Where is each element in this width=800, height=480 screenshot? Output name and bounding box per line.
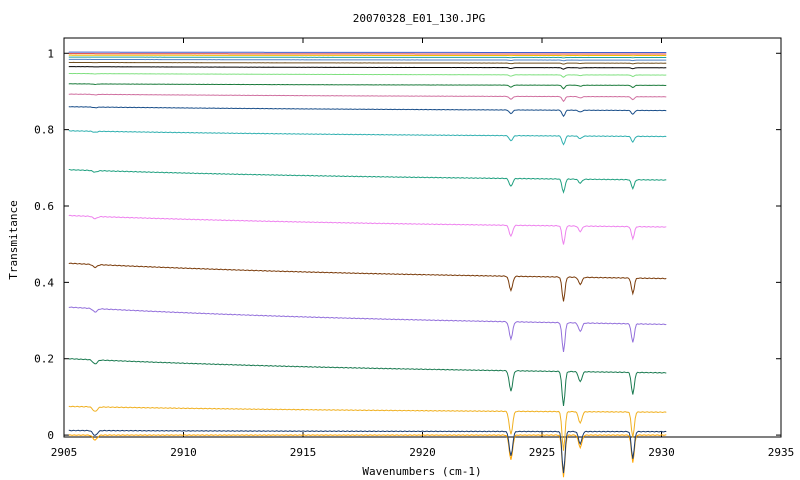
x-tick-label: 2935 [768, 446, 795, 459]
series-line [68, 54, 667, 57]
series-line [68, 106, 667, 118]
y-tick-label: 0.4 [34, 276, 54, 289]
series-line [68, 214, 667, 245]
x-tick-label: 2910 [170, 446, 197, 459]
series-line [68, 61, 667, 65]
y-tick-label: 0.8 [34, 124, 54, 137]
series-line [68, 358, 667, 407]
series-line [68, 169, 667, 194]
x-tick-label: 2930 [648, 446, 675, 459]
series-line [68, 262, 667, 302]
series-line [68, 58, 667, 62]
y-tick-label: 0 [47, 429, 54, 442]
x-tick-label: 2920 [409, 446, 436, 459]
y-axis: 0 0.2 0.4 0.6 0.8 1 [34, 47, 781, 442]
y-axis-label: Transmitance [7, 200, 20, 279]
x-tick-label: 2905 [51, 446, 78, 459]
y-tick-label: 0.6 [34, 200, 54, 213]
series-line [68, 72, 667, 78]
series-line [68, 306, 667, 353]
series-line [68, 405, 667, 451]
x-tick-label: 2915 [290, 446, 317, 459]
series-group [68, 51, 667, 478]
series-line [68, 83, 667, 90]
y-tick-label: 0.2 [34, 353, 54, 366]
series-line [68, 429, 667, 474]
series-line [68, 93, 667, 103]
series-line [68, 130, 667, 146]
x-tick-label: 2925 [529, 446, 556, 459]
x-axis: 2905 2910 2915 2920 2925 2930 2935 [51, 38, 795, 459]
series-line [68, 56, 667, 59]
plot-frame [63, 37, 782, 438]
y-tick-label: 1 [47, 47, 54, 60]
series-line [68, 66, 667, 70]
chart-title: 20070328_E01_130.JPG [353, 12, 485, 25]
x-axis-label: Wavenumbers (cm-1) [362, 465, 481, 478]
